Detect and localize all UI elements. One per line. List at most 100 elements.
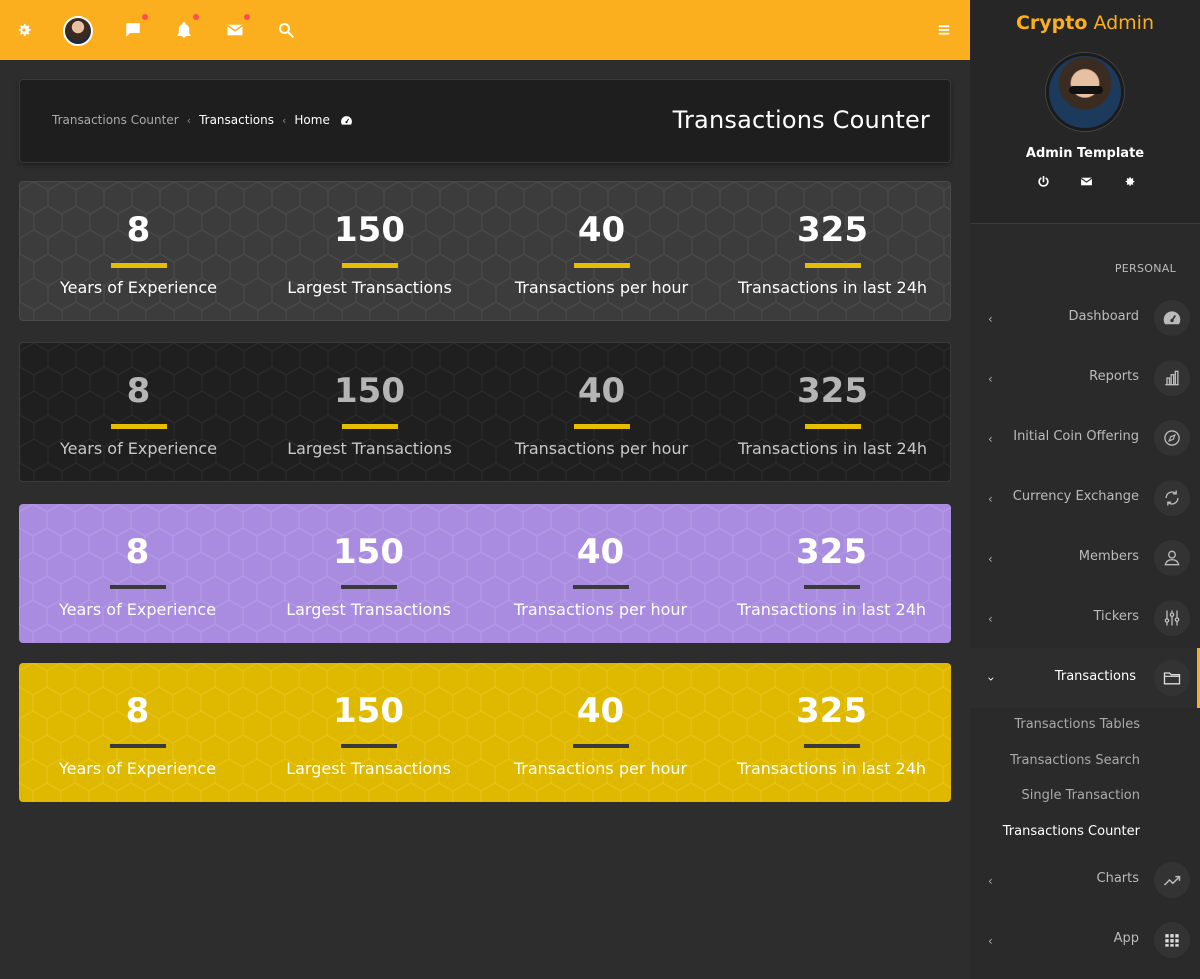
hex-pattern-background [19, 663, 951, 802]
grid-icon [1154, 922, 1190, 958]
stat-label: Transactions per hour [513, 600, 688, 619]
top-bar [0, 0, 970, 60]
hex-pattern-background [20, 182, 950, 320]
stat-underline [109, 744, 166, 748]
glasses-shape [1069, 86, 1103, 94]
sidebar-section-title: PERSONAL [1114, 262, 1176, 275]
stat-value: 325 [797, 210, 868, 250]
sidebar-item-label: Reports [1089, 369, 1139, 384]
stat-item: 40 Transactions per hour [484, 504, 717, 643]
stat-value: 8 [125, 691, 150, 731]
stat-underline [341, 263, 398, 268]
chevron-left-icon: ‹ [988, 934, 993, 948]
stat-label: Years of Experience [59, 278, 218, 297]
logo[interactable]: Crypto Admin [970, 12, 1200, 34]
sidebar-item-label: Dashboard [1068, 309, 1139, 324]
stat-value: 40 [576, 532, 625, 572]
stat-item: 40 Transactions per hour [485, 343, 718, 481]
stat-box-light: 8 Years of Experience 150 Largest Transa… [19, 181, 951, 321]
sidebar-item-members[interactable]: ‹ Members [970, 528, 1200, 588]
sidebar-item-ico[interactable]: ‹ Initial Coin Offering [970, 408, 1200, 468]
stat-label: Largest Transactions [287, 439, 452, 458]
stat-item: 325 Transactions in last 24h [715, 504, 948, 643]
power-icon[interactable] [1036, 174, 1050, 188]
notification-dot [244, 14, 250, 20]
stat-value: 325 [797, 371, 868, 411]
submenu-item[interactable]: Single Transaction [1021, 788, 1140, 803]
sidebar-item-app[interactable]: ‹ App [970, 910, 1200, 970]
logo-bold: Crypto [1015, 12, 1088, 34]
sidebar-item-reports[interactable]: ‹ Reports [970, 348, 1200, 408]
stat-item: 325 Transactions in last 24h [715, 663, 948, 802]
hex-pattern-background [20, 343, 950, 481]
chevron-left-icon: ‹ [988, 612, 993, 626]
sidebar-header: Crypto Admin Admin Template [970, 0, 1200, 224]
stat-item: 8 Years of Experience [22, 182, 255, 320]
mail-icon[interactable] [1079, 174, 1093, 188]
bell-icon[interactable] [172, 14, 199, 42]
stat-item: 40 Transactions per hour [484, 663, 717, 802]
stat-label: Transactions per hour [514, 278, 689, 297]
menu-icon[interactable] [932, 18, 956, 42]
breadcrumb: Transactions Counter ‹ Transactions ‹ Ho… [52, 113, 353, 127]
breadcrumb-item-home[interactable]: Home [294, 113, 330, 127]
dashboard-icon [340, 114, 353, 127]
user-name: Admin Template [1025, 146, 1145, 161]
sidebar-item-dashboard[interactable]: ‹ Dashboard [970, 288, 1200, 348]
stat-item: 150 Largest Transactions [253, 182, 486, 320]
sidebar-item-charts[interactable]: ‹ Charts [970, 850, 1200, 910]
stat-label: Largest Transactions [286, 600, 451, 619]
chevron-left-icon: ‹ [281, 113, 287, 127]
chat-icon[interactable] [121, 14, 148, 42]
mail-icon[interactable] [223, 14, 250, 42]
submenu-item[interactable]: Transactions Search [1010, 753, 1140, 768]
search-icon[interactable] [274, 18, 298, 42]
submenu-item[interactable]: Transactions Tables [1014, 717, 1140, 732]
page-title: Transactions Counter [672, 106, 930, 134]
avatar[interactable] [63, 16, 93, 46]
stat-value: 40 [576, 691, 625, 731]
sidebar: Crypto Admin Admin Template PERSONAL ‹ D… [970, 0, 1200, 979]
stat-value: 150 [333, 691, 404, 731]
stat-underline [572, 585, 629, 589]
stat-item: 8 Years of Experience [21, 504, 254, 643]
stat-value: 325 [796, 532, 867, 572]
chevron-down-icon: ‹ [983, 676, 998, 682]
sidebar-item-tickers[interactable]: ‹ Tickers [970, 588, 1200, 648]
stat-label: Transactions in last 24h [736, 600, 927, 619]
stat-underline [804, 424, 861, 429]
stat-value: 40 [577, 371, 626, 411]
breadcrumb-item-transactions[interactable]: Transactions [199, 113, 274, 127]
stat-item: 150 Largest Transactions [252, 663, 485, 802]
logo-rest: Admin [1093, 12, 1155, 34]
chevron-left-icon: ‹ [988, 552, 993, 566]
submenu-item-active[interactable]: Transactions Counter [1002, 824, 1140, 839]
chevron-left-icon: ‹ [988, 492, 993, 506]
stat-item: 150 Largest Transactions [252, 504, 485, 643]
user-avatar[interactable] [1046, 53, 1124, 131]
stat-underline [804, 263, 861, 268]
stat-label: Years of Experience [58, 600, 217, 619]
hex-pattern-background [19, 504, 951, 643]
stat-value: 325 [796, 691, 867, 731]
stat-item: 150 Largest Transactions [253, 343, 486, 481]
folder-icon [1154, 660, 1190, 696]
stat-underline [803, 744, 860, 748]
stat-underline [340, 585, 397, 589]
stat-underline [803, 585, 860, 589]
compass-icon [1154, 420, 1190, 456]
sidebar-item-currency-exchange[interactable]: ‹ Currency Exchange [970, 468, 1200, 528]
sidebar-item-label: Charts [1096, 871, 1140, 886]
sidebar-item-label: Members [1078, 549, 1139, 564]
notification-dot [142, 14, 148, 20]
stat-value: 8 [125, 532, 150, 572]
sidebar-item-transactions[interactable]: ‹ Transactions [970, 648, 1200, 708]
stat-label: Largest Transactions [287, 278, 452, 297]
stat-item: 325 Transactions in last 24h [716, 343, 949, 481]
chevron-left-icon: ‹ [186, 113, 192, 127]
breadcrumb-item-current: Transactions Counter [52, 113, 179, 127]
stat-underline [573, 263, 630, 268]
stat-value: 150 [334, 210, 405, 250]
gear-icon[interactable] [1122, 174, 1136, 188]
gear-icon[interactable] [12, 18, 36, 42]
